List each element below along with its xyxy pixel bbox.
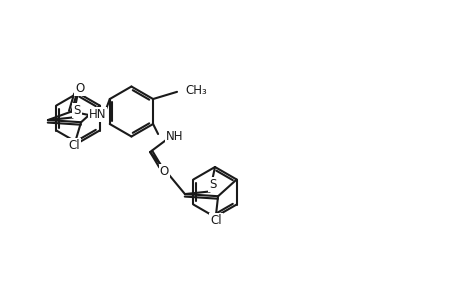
Text: Cl: Cl bbox=[210, 214, 221, 227]
Text: O: O bbox=[75, 82, 84, 95]
Text: CH₃: CH₃ bbox=[185, 84, 207, 97]
Text: NH: NH bbox=[166, 130, 183, 142]
Text: O: O bbox=[159, 165, 168, 178]
Text: HN: HN bbox=[89, 108, 106, 121]
Text: S: S bbox=[73, 104, 80, 117]
Text: S: S bbox=[209, 178, 216, 191]
Text: Cl: Cl bbox=[68, 139, 79, 152]
